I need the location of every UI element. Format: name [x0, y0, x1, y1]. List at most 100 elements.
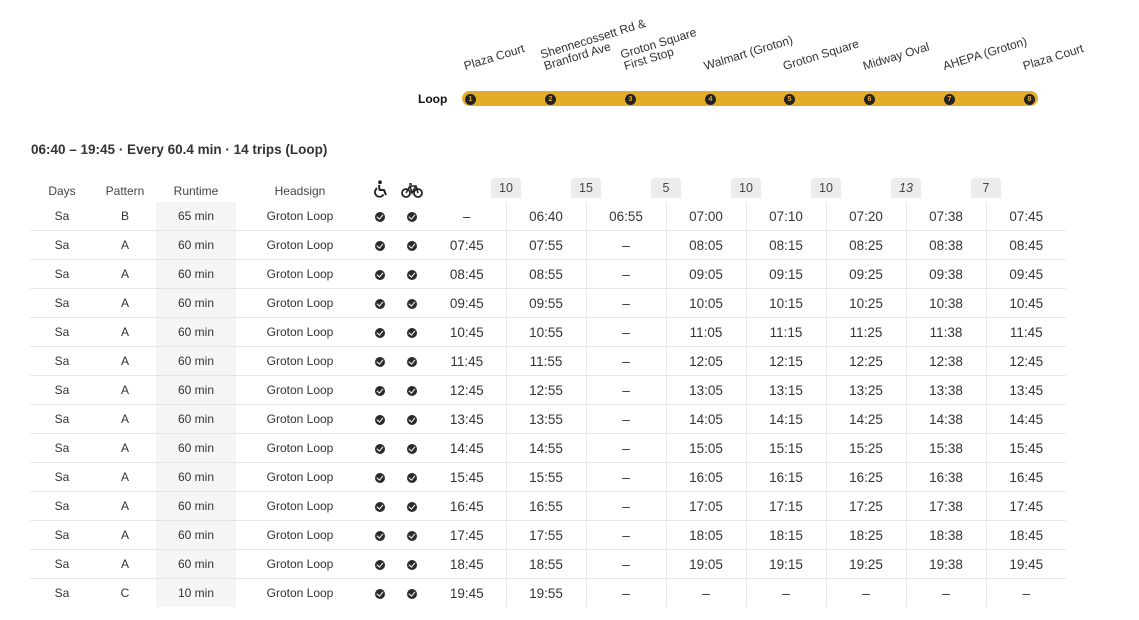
- bike-check-icon: [407, 327, 417, 338]
- time-cell: 14:15: [746, 404, 827, 434]
- accessible-check-icon: [375, 327, 385, 338]
- headsign-cell: Groton Loop: [236, 259, 364, 289]
- days-cell: Sa: [30, 462, 94, 492]
- time-cell: 14:45: [428, 433, 507, 463]
- table-row[interactable]: Sa A 60 min Groton Loop 15:45 15:55–16:05 16:1…: [30, 462, 1066, 492]
- headsign-cell: Groton Loop: [236, 433, 364, 463]
- table-row[interactable]: Sa C 10 min Groton Loop 19:45 19:55– – – – – –: [30, 578, 1066, 608]
- pattern-cell: A: [94, 404, 156, 434]
- runtime-cell: 60 min: [156, 520, 236, 550]
- table-row[interactable]: Sa A 60 min Groton Loop 17:45 17:55–18:05 18:1…: [30, 520, 1066, 550]
- table-row[interactable]: Sa A 60 min Groton Loop 07:45 07:55–08:05 08:1…: [30, 230, 1066, 260]
- time-cell: 09:05: [666, 259, 747, 289]
- bike-check-cell: [396, 288, 428, 318]
- pattern-cell: A: [94, 259, 156, 289]
- table-row[interactable]: Sa A 60 min Groton Loop 09:45 09:55–10:05 10:1…: [30, 288, 1066, 318]
- stop-marker-4[interactable]: 4: [705, 94, 716, 105]
- stop-marker-2[interactable]: 2: [545, 94, 556, 105]
- stop-marker-7[interactable]: 7: [944, 94, 955, 105]
- accessible-check-cell: [364, 404, 396, 434]
- stop-name-8: Plaza Court: [1021, 41, 1086, 73]
- table-row[interactable]: Sa A 60 min Groton Loop 08:45 08:55–09:05 09:1…: [30, 259, 1066, 289]
- route-line: [462, 91, 1038, 106]
- accessible-check-icon: [375, 472, 385, 483]
- time-cell: 15:15: [746, 433, 827, 463]
- timetable: Days Pattern Runtime Headsign 10: [30, 174, 1066, 607]
- time-cell: 08:15: [746, 230, 827, 260]
- time-cell: –: [586, 230, 667, 260]
- time-cell: 10:45: [428, 317, 507, 347]
- time-cell: –: [586, 578, 667, 607]
- runtime-cell: 60 min: [156, 491, 236, 521]
- route-diagram: Loop Plaza Court 1 Shennecossett Rd & Bran…: [0, 0, 1139, 125]
- segment-minutes: 7: [971, 178, 1001, 198]
- accessible-check-icon: [375, 240, 385, 251]
- trip-summary: 06:40 – 19:45 · Every 60.4 min · 14 trip…: [31, 142, 328, 157]
- bike-check-cell: [396, 462, 428, 492]
- time-cell: 13:45: [428, 404, 507, 434]
- table-row[interactable]: Sa A 60 min Groton Loop 11:45 11:55–12:05 12:1…: [30, 346, 1066, 376]
- stop-marker-3[interactable]: 3: [625, 94, 636, 105]
- accessible-check-icon: [375, 385, 385, 396]
- table-row[interactable]: Sa B 65 min Groton Loop –06:40 06:55 07:00 07:1…: [30, 202, 1066, 231]
- bike-check-icon: [407, 414, 417, 425]
- time-cell: 19:25: [826, 549, 907, 579]
- pattern-cell: A: [94, 433, 156, 463]
- bike-check-icon: [407, 240, 417, 251]
- headsign-cell: Groton Loop: [236, 491, 364, 521]
- accessible-check-cell: [364, 317, 396, 347]
- time-cell: 11:45: [986, 317, 1066, 347]
- accessible-check-cell: [364, 579, 396, 608]
- time-cell: 13:25: [826, 375, 907, 405]
- stop-marker-5[interactable]: 5: [784, 94, 795, 105]
- table-row[interactable]: Sa A 60 min Groton Loop 16:45 16:55–17:05 17:1…: [30, 491, 1066, 521]
- runtime-cell: 60 min: [156, 317, 236, 347]
- days-cell: Sa: [54, 586, 70, 600]
- pattern-cell: A: [94, 317, 156, 347]
- pattern-cell: A: [94, 462, 156, 492]
- segment-minutes: 10: [731, 178, 761, 198]
- table-header-row: Days Pattern Runtime Headsign 10: [30, 174, 1066, 202]
- time-cell: 10:05: [666, 288, 747, 318]
- runtime-cell: 10 min: [156, 578, 236, 607]
- time-cell: –: [586, 288, 667, 318]
- runtime-cell: 60 min: [156, 288, 236, 318]
- time-cell: –: [586, 520, 667, 550]
- time-cell: 12:05: [666, 346, 747, 376]
- accessible-check-cell: [364, 288, 396, 318]
- time-cell: –: [586, 462, 667, 492]
- time-cell: 10:38: [906, 288, 987, 318]
- days-header: Days: [48, 184, 76, 198]
- table-row[interactable]: Sa A 60 min Groton Loop 14:45 14:55–15:05 15:1…: [30, 433, 1066, 463]
- time-cell: 11:45: [428, 346, 507, 376]
- headsign-cell: Groton Loop: [236, 317, 364, 347]
- accessible-check-icon: [375, 588, 385, 599]
- runtime-cell: 65 min: [156, 202, 236, 231]
- table-row[interactable]: Sa A 60 min Groton Loop 12:45 12:55–13:05 13:1…: [30, 375, 1066, 405]
- bike-check-icon: [407, 530, 417, 541]
- table-row[interactable]: Sa A 60 min Groton Loop 10:45 10:55–11:05 11:1…: [30, 317, 1066, 347]
- time-cell: 09:45: [986, 259, 1066, 289]
- bike-check-cell: [396, 375, 428, 405]
- stop-marker-8[interactable]: 8: [1024, 94, 1035, 105]
- table-row[interactable]: Sa A 60 min Groton Loop 18:45 18:55–19:05 19:1…: [30, 549, 1066, 579]
- time-cell: 19:15: [746, 549, 827, 579]
- bike-check-cell: [396, 549, 428, 579]
- stop-marker-1[interactable]: 1: [465, 94, 476, 105]
- pattern-cell: A: [94, 288, 156, 318]
- route-label: Loop: [418, 92, 448, 106]
- stop-marker-6[interactable]: 6: [864, 94, 875, 105]
- time-cell: 14:05: [666, 404, 747, 434]
- stop-name-6: Midway Oval: [861, 39, 931, 73]
- time-cell: 19:45: [428, 578, 507, 607]
- table-row[interactable]: Sa A 60 min Groton Loop 13:45 13:55–14:05 14:1…: [30, 404, 1066, 434]
- days-cell: Sa: [30, 433, 94, 463]
- accessible-check-cell: [364, 520, 396, 550]
- time-cell: –: [586, 259, 667, 289]
- time-cell: 15:45: [428, 462, 507, 492]
- time-cell: 18:38: [906, 520, 987, 550]
- time-cell: 08:25: [826, 230, 907, 260]
- accessible-check-cell: [364, 259, 396, 289]
- pattern-cell: C: [120, 586, 130, 600]
- headsign-cell: Groton Loop: [236, 288, 364, 318]
